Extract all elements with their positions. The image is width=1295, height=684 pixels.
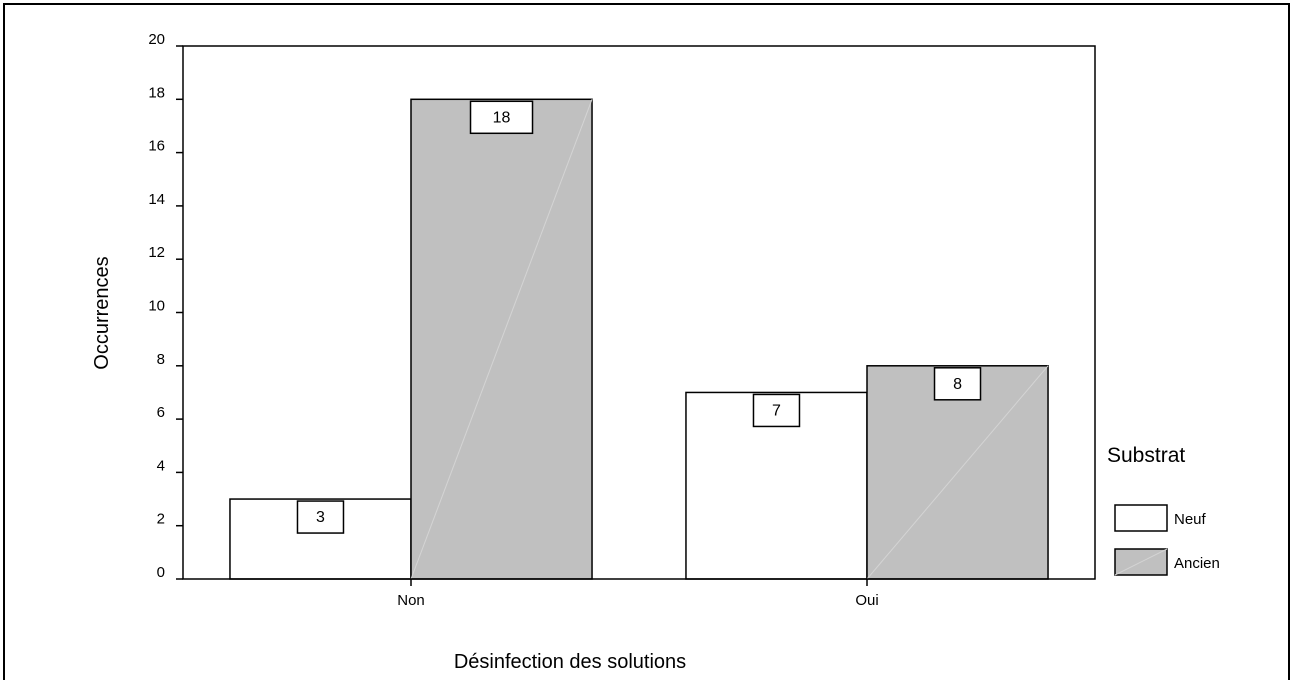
data-label: 8 [953,376,962,393]
y-tick-label: 12 [148,244,165,261]
x-axis-title: Désinfection des solutions [454,651,686,673]
y-tick-label: 6 [157,404,165,421]
y-tick-label: 16 [148,138,165,155]
data-label-box [752,393,801,428]
x-tick-label: Oui [855,592,878,609]
data-labels-layer: 3 18 7 8 [296,100,982,534]
y-tick-label: 10 [148,298,165,315]
legend-title: Substrat [1107,444,1185,467]
y-tick-label: 14 [148,191,165,208]
bar-hatch-line [866,365,1049,580]
x-tick-label: Non [397,592,425,609]
legend: Neuf Ancien [1114,504,1220,576]
y-tick-label: 2 [157,511,165,528]
y-tick-label: 8 [157,351,165,368]
y-tick-label: 0 [157,564,165,581]
bar-hatch-line [410,99,593,580]
data-label: 7 [772,402,781,419]
data-label-box [469,100,534,135]
legend-label-ancien: Ancien [1174,555,1220,572]
chart-frame [3,3,1290,680]
bars-layer [229,98,1049,580]
y-tick-label: 4 [157,457,165,474]
legend-swatch-hatch [1114,548,1168,576]
legend-swatch-neuf [1114,504,1168,532]
x-axis: Non Oui [397,579,879,609]
y-axis-title: Occurrences [91,256,113,369]
data-label-box [933,367,982,401]
data-label: 18 [493,109,511,126]
data-label: 3 [316,509,325,526]
data-label-box [296,500,345,534]
y-axis: 0 2 4 6 8 10 12 14 16 18 20 [148,31,183,581]
y-tick-label: 20 [148,31,165,48]
y-tick-label: 18 [148,84,165,101]
legend-label-neuf: Neuf [1174,511,1207,528]
